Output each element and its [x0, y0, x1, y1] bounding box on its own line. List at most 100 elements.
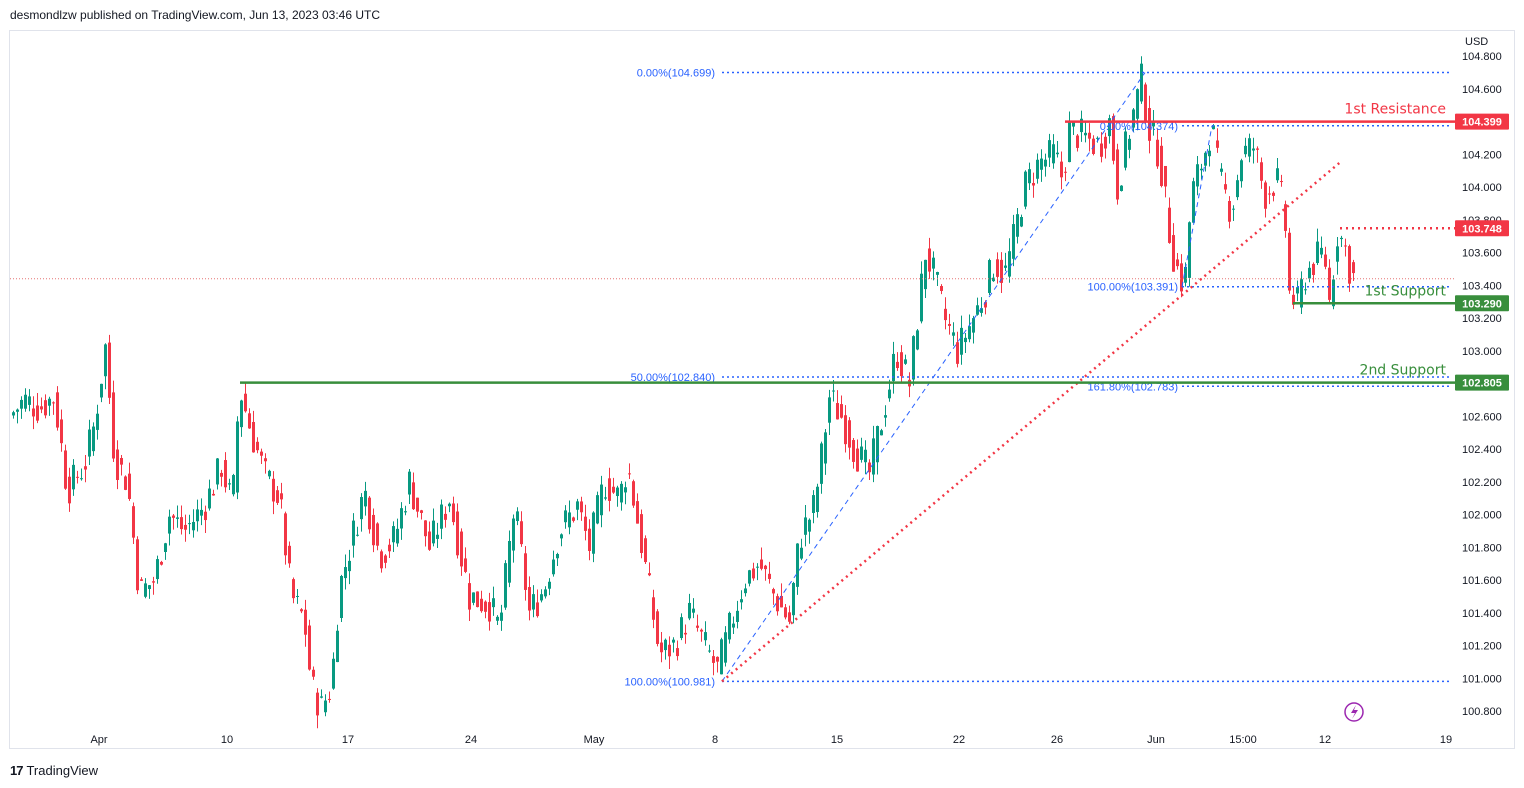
candle-body: [220, 472, 223, 477]
candle-body: [96, 413, 99, 430]
candle-body: [800, 547, 803, 559]
candle-body: [1312, 263, 1315, 275]
candle-body: [1068, 120, 1071, 163]
candle-body: [1088, 132, 1091, 139]
candle-body: [1200, 168, 1203, 171]
candle-body: [1052, 144, 1055, 164]
candle-body: [1172, 235, 1175, 272]
candle-body: [740, 599, 743, 603]
candle-body: [748, 570, 751, 584]
candle-body: [604, 497, 607, 499]
x-tick-label: 26: [1051, 734, 1063, 746]
candle-body: [868, 462, 871, 473]
candle-body: [948, 323, 951, 326]
fib-trend-line: [1181, 125, 1213, 287]
candle-body: [1324, 254, 1327, 267]
candle-body: [24, 394, 27, 409]
candle-body: [928, 248, 931, 272]
candle-body: [672, 639, 675, 643]
candle-body: [68, 476, 71, 504]
candle-body: [1008, 251, 1011, 277]
candle-body: [244, 393, 247, 412]
candle-body: [1252, 148, 1255, 151]
candle-body: [1044, 159, 1047, 167]
candle-body: [452, 503, 455, 523]
candle-body: [1100, 143, 1103, 157]
candle-body: [1032, 182, 1035, 186]
candle-body: [56, 392, 59, 428]
key-level-label: 1st Resistance: [1344, 102, 1446, 118]
candle-body: [1260, 162, 1263, 181]
fib-level-label: 161.80%(102.783): [1087, 381, 1178, 393]
candle-body: [100, 383, 103, 398]
candle-body: [216, 458, 219, 485]
candle-body: [124, 476, 127, 490]
candle-body: [180, 517, 183, 530]
candle-body: [424, 520, 427, 537]
candle-body: [976, 305, 979, 315]
candle-body: [332, 658, 335, 689]
candle-body: [644, 538, 647, 563]
candle-body: [912, 336, 915, 380]
candle-body: [832, 390, 835, 392]
candle-body: [676, 648, 679, 657]
candle-body: [836, 403, 839, 420]
candle-body: [1064, 171, 1067, 173]
fib-level-label: 0.00%(104.699): [637, 68, 715, 80]
fib-level-label: 100.00%(103.391): [1087, 282, 1178, 294]
candle-body: [1220, 168, 1223, 172]
candle-body: [1156, 139, 1159, 167]
candle-body: [392, 526, 395, 543]
candle-body: [608, 478, 611, 501]
candle-body: [520, 521, 523, 545]
y-tick-label: 101.600: [1462, 575, 1502, 587]
candle-body: [164, 543, 167, 553]
candle-body: [1212, 125, 1215, 130]
candle-body: [712, 656, 715, 663]
candle-body: [648, 573, 651, 576]
candle-body: [1284, 204, 1287, 231]
candle-body: [1328, 267, 1331, 300]
candle-body: [636, 501, 639, 524]
price-tag: [1455, 374, 1509, 391]
candle-body: [320, 696, 323, 698]
candle-body: [688, 602, 691, 619]
lightning-icon[interactable]: [1344, 702, 1364, 722]
candle-body: [568, 512, 571, 528]
candle-body: [704, 632, 707, 641]
candle-body: [316, 692, 319, 716]
y-tick-label: 101.200: [1462, 641, 1502, 653]
candle-body: [808, 519, 811, 532]
candle-body: [584, 516, 587, 531]
footer-brand: TradingView: [26, 763, 99, 778]
candle-body: [428, 531, 431, 550]
candle-body: [856, 448, 859, 472]
candle-body: [1292, 294, 1295, 305]
candle-body: [508, 540, 511, 583]
candle-body: [420, 510, 423, 513]
candle-body: [1124, 131, 1127, 168]
fib-level-label: 50.00%(102.840): [631, 372, 715, 384]
candle-body: [876, 426, 879, 463]
candle-body: [792, 583, 795, 616]
candle-body: [416, 497, 419, 512]
candle-body: [1224, 184, 1227, 190]
candle-body: [904, 359, 907, 364]
candle-body: [396, 528, 399, 544]
candle-body: [176, 517, 179, 519]
candle-body: [880, 430, 883, 436]
candle-body: [1208, 150, 1211, 157]
candle-body: [1016, 214, 1019, 237]
candle-body: [1232, 208, 1235, 210]
candle-body: [984, 302, 987, 308]
candle-body: [132, 506, 135, 538]
price-tag: [1455, 295, 1509, 312]
candle-body: [1308, 267, 1311, 279]
candle-body: [372, 514, 375, 546]
candle-body: [944, 308, 947, 321]
candle-body: [864, 449, 867, 463]
candle-body: [936, 272, 939, 275]
candle-body: [632, 481, 635, 506]
x-tick-label: 15: [831, 734, 843, 746]
